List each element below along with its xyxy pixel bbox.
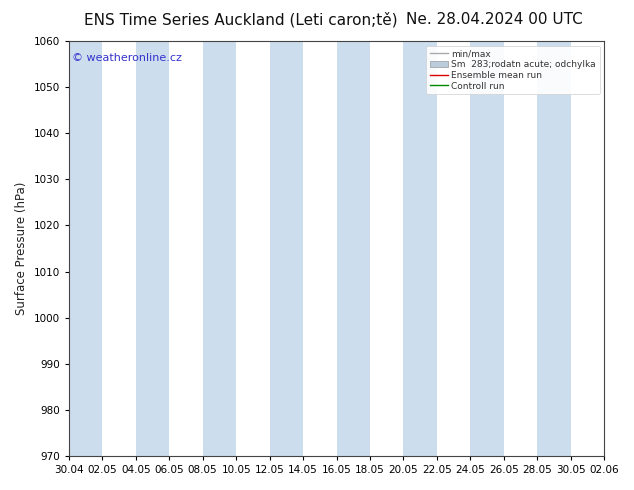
Text: ENS Time Series Auckland (Leti caron;tě): ENS Time Series Auckland (Leti caron;tě) (84, 12, 398, 28)
Bar (403, 41, 437, 456)
Bar (136, 41, 169, 456)
Bar (571, 41, 604, 456)
Bar (236, 41, 269, 456)
Bar (303, 41, 337, 456)
Bar (269, 41, 303, 456)
Text: © weatheronline.cz: © weatheronline.cz (72, 53, 181, 64)
Bar (537, 41, 571, 456)
Legend: min/max, Sm  283;rodatn acute; odchylka, Ensemble mean run, Controll run: min/max, Sm 283;rodatn acute; odchylka, … (426, 46, 600, 94)
Bar (69, 41, 102, 456)
Y-axis label: Surface Pressure (hPa): Surface Pressure (hPa) (15, 182, 28, 315)
Bar (370, 41, 403, 456)
Bar (337, 41, 370, 456)
Bar (102, 41, 136, 456)
Bar (470, 41, 504, 456)
Bar (203, 41, 236, 456)
Bar (437, 41, 470, 456)
Bar (169, 41, 203, 456)
Text: Ne. 28.04.2024 00 UTC: Ne. 28.04.2024 00 UTC (406, 12, 583, 27)
Bar (504, 41, 537, 456)
